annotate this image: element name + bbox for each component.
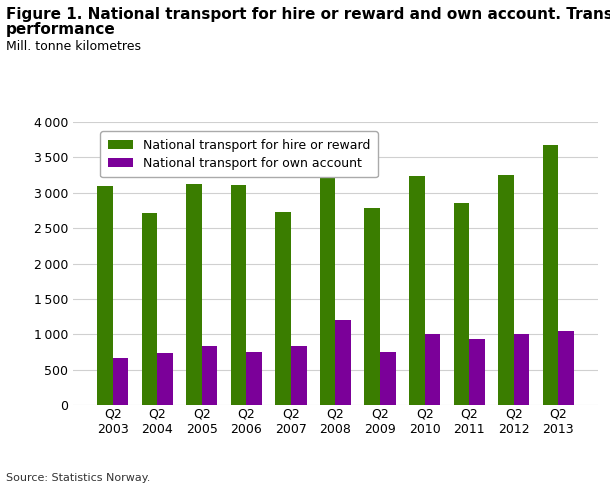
- Bar: [231, 185, 246, 405]
- Text: performance: performance: [6, 22, 116, 37]
- Bar: [409, 177, 425, 405]
- Bar: [142, 213, 157, 405]
- Text: Source: Statistics Norway.: Source: Statistics Norway.: [6, 473, 151, 483]
- Bar: [113, 358, 128, 405]
- Bar: [469, 339, 485, 405]
- Bar: [291, 346, 307, 405]
- Bar: [246, 352, 262, 405]
- Bar: [543, 144, 558, 405]
- Bar: [514, 334, 529, 405]
- Bar: [498, 175, 514, 405]
- Bar: [425, 334, 440, 405]
- Bar: [97, 186, 113, 405]
- Bar: [157, 353, 173, 405]
- Bar: [275, 212, 291, 405]
- Bar: [380, 352, 396, 405]
- Bar: [202, 346, 217, 405]
- Bar: [364, 208, 380, 405]
- Legend: National transport for hire or reward, National transport for own account: National transport for hire or reward, N…: [101, 131, 378, 177]
- Bar: [320, 173, 336, 405]
- Bar: [336, 320, 351, 405]
- Bar: [186, 183, 202, 405]
- Bar: [558, 331, 574, 405]
- Bar: [454, 203, 469, 405]
- Text: Mill. tonne kilometres: Mill. tonne kilometres: [6, 40, 141, 53]
- Text: Figure 1. National transport for hire or reward and own account. Transport: Figure 1. National transport for hire or…: [6, 7, 610, 22]
